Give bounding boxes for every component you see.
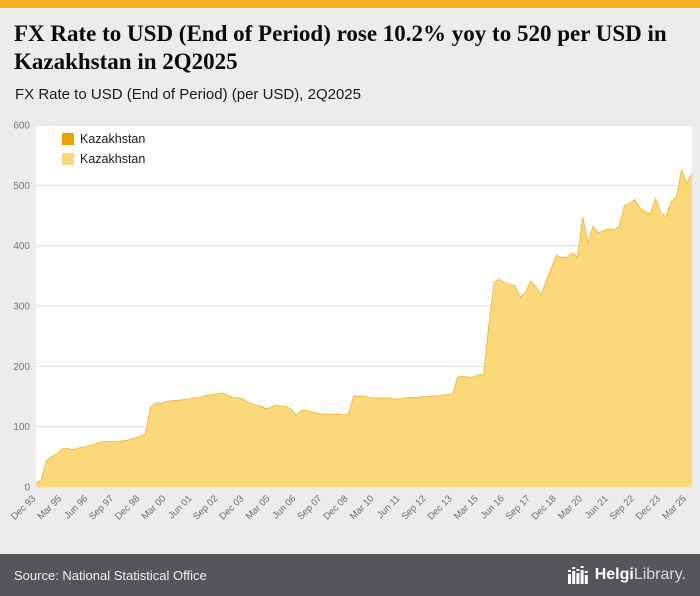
svg-text:Mar 20: Mar 20 xyxy=(556,493,585,522)
svg-text:Sep 22: Sep 22 xyxy=(608,493,637,522)
svg-text:Mar 25: Mar 25 xyxy=(660,493,689,522)
svg-text:600: 600 xyxy=(13,121,30,132)
svg-text:Mar 10: Mar 10 xyxy=(348,493,377,522)
helgi-logo-icon xyxy=(567,566,588,584)
svg-text:Jun 96: Jun 96 xyxy=(62,493,90,521)
page-title: FX Rate to USD (End of Period) rose 10.2… xyxy=(14,21,667,75)
svg-text:Dec 98: Dec 98 xyxy=(113,493,142,522)
svg-text:Sep 02: Sep 02 xyxy=(191,493,220,522)
svg-text:400: 400 xyxy=(13,241,30,252)
svg-text:Mar 05: Mar 05 xyxy=(244,493,273,522)
svg-text:Sep 07: Sep 07 xyxy=(295,493,324,522)
svg-text:0: 0 xyxy=(24,483,30,494)
header: FX Rate to USD (End of Period) rose 10.2… xyxy=(0,8,700,103)
svg-text:300: 300 xyxy=(13,302,30,313)
svg-text:Mar 95: Mar 95 xyxy=(35,493,64,522)
svg-text:200: 200 xyxy=(13,362,30,373)
svg-text:Kazakhstan: Kazakhstan xyxy=(80,132,145,146)
svg-text:Dec 18: Dec 18 xyxy=(530,493,559,522)
svg-text:Jun 01: Jun 01 xyxy=(166,493,194,521)
svg-text:Jun 21: Jun 21 xyxy=(583,493,611,521)
svg-text:Dec 13: Dec 13 xyxy=(426,493,455,522)
brand-text: HelgiLibrary. xyxy=(595,566,686,584)
accent-bar xyxy=(0,0,700,8)
svg-text:Dec 23: Dec 23 xyxy=(634,493,663,522)
fx-rate-area-chart: 0 100 200 300 400 500 600 Dec 93 Mar 95 Jun 96 Sep… xyxy=(0,109,700,551)
svg-text:Jun 11: Jun 11 xyxy=(375,493,402,520)
helgi-logo: HelgiLibrary. xyxy=(567,566,686,584)
svg-text:Kazakhstan: Kazakhstan xyxy=(80,152,145,166)
svg-text:Jun 16: Jun 16 xyxy=(479,493,507,521)
svg-text:Sep 12: Sep 12 xyxy=(400,493,429,522)
source-note: Source: National Statistical Office xyxy=(14,567,207,583)
svg-text:Dec 08: Dec 08 xyxy=(321,493,350,522)
svg-text:Dec 93: Dec 93 xyxy=(9,493,38,522)
brand-library: Library. xyxy=(633,566,686,583)
svg-text:Mar 15: Mar 15 xyxy=(452,493,481,522)
brand-helgi: Helgi xyxy=(594,566,634,583)
svg-text:Jun 06: Jun 06 xyxy=(270,493,298,521)
svg-text:Sep 17: Sep 17 xyxy=(504,493,533,522)
svg-text:Dec 03: Dec 03 xyxy=(217,493,246,522)
svg-text:100: 100 xyxy=(13,422,30,433)
footer: Source: National Statistical Office Helg… xyxy=(0,554,700,596)
svg-text:Sep 97: Sep 97 xyxy=(87,493,116,522)
svg-text:Mar 00: Mar 00 xyxy=(140,493,169,522)
svg-text:500: 500 xyxy=(13,181,30,192)
chart-subtitle: FX Rate to USD (End of Period) (per USD)… xyxy=(15,86,361,104)
